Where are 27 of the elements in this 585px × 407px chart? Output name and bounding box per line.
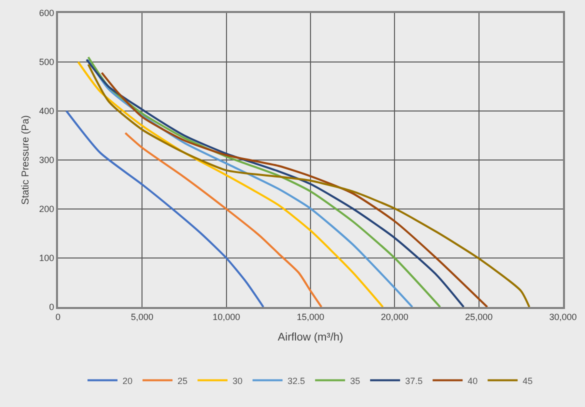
y-tick-label: 600	[39, 8, 54, 18]
x-tick-label: 30,000	[549, 312, 577, 322]
x-tick-label: 15,000	[296, 312, 324, 322]
line-series	[65, 110, 264, 307]
y-tick-label: 100	[39, 253, 54, 264]
legend-label: 45	[522, 376, 533, 386]
y-tick-label: 400	[39, 106, 54, 116]
x-axis-title: Airflow (m³/h)	[278, 332, 344, 344]
legend-label: 37.5	[405, 376, 423, 386]
legend-label: 32.5	[288, 376, 306, 386]
x-tick-label: 5,000	[130, 312, 154, 322]
y-tick-label: 0	[49, 302, 54, 312]
legend-label: 20	[122, 376, 133, 386]
legend-label: 40	[468, 376, 478, 386]
legend-label: 30	[232, 376, 243, 386]
line-series	[87, 63, 530, 307]
y-tick-label: 200	[39, 204, 54, 214]
line-series	[124, 132, 322, 307]
x-tick-label: 25,000	[465, 312, 493, 322]
y-tick-label: 300	[39, 155, 54, 166]
y-tick-label: 500	[39, 57, 54, 68]
x-tick-label: 20,000	[380, 312, 408, 322]
legend-label: 35	[350, 376, 360, 386]
y-axis-title: Static Pressure (Pa)	[20, 115, 32, 205]
legend-label: 25	[178, 376, 188, 386]
x-tick-label: 0	[55, 312, 61, 322]
x-tick-label: 10,000	[212, 312, 240, 322]
